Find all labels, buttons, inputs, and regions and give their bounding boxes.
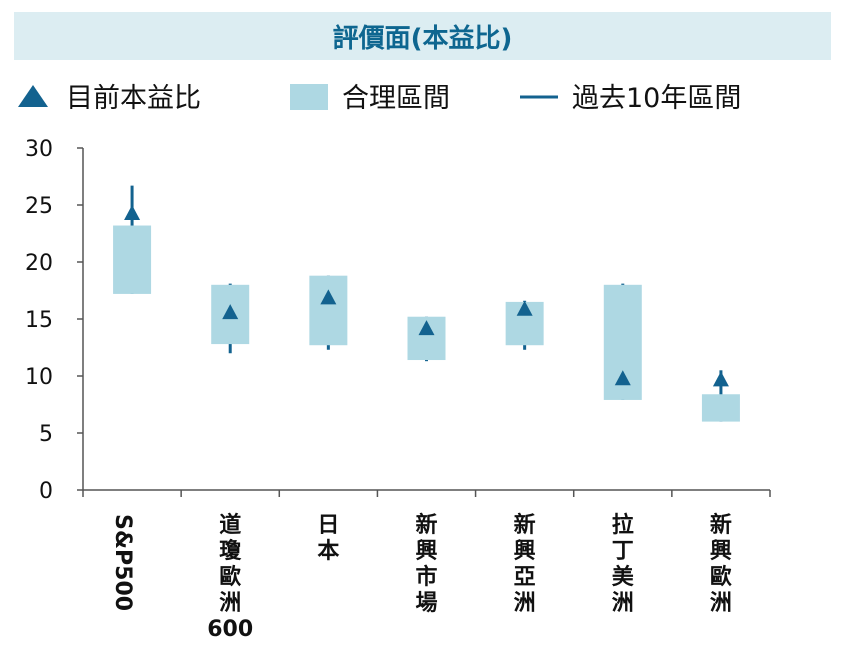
y-tick-label: 20	[25, 251, 53, 276]
x-category-label: 日本	[317, 513, 339, 564]
x-category-label: 新興亞洲	[514, 512, 536, 616]
fair-range-bar	[113, 225, 152, 294]
x-category-label: 拉丁美洲	[612, 512, 635, 616]
y-tick-label: 15	[25, 308, 53, 333]
chart-title: 評價面(本益比)	[332, 23, 513, 54]
y-tick-label: 25	[25, 194, 53, 219]
y-tick-label: 30	[25, 137, 53, 162]
x-category-label: 新興歐洲	[710, 512, 732, 616]
y-tick-label: 0	[39, 479, 53, 504]
current-pe-marker	[222, 304, 239, 320]
chart-title-bar: 評價面(本益比)	[14, 12, 831, 60]
current-pe-marker	[614, 370, 631, 386]
legend-box-icon	[290, 84, 328, 110]
legend-label: 過去10年區間	[572, 83, 741, 114]
y-tick-label: 5	[39, 422, 53, 447]
current-pe-marker	[124, 204, 141, 220]
current-pe-marker	[320, 289, 337, 305]
x-category-label: S&P500	[110, 514, 135, 611]
legend-label: 合理區間	[342, 83, 450, 114]
legend-triangle-icon	[18, 85, 48, 107]
fair-range-bar	[309, 275, 348, 346]
current-pe-marker	[418, 320, 435, 336]
x-category-label: 新興市場	[415, 512, 437, 616]
x-category-label: 道瓊歐洲 600	[207, 512, 253, 642]
y-tick-label: 10	[25, 365, 53, 390]
fair-range-bar	[701, 394, 740, 422]
current-pe-marker	[516, 300, 533, 316]
legend-label: 目前本益比	[66, 83, 201, 114]
current-pe-marker	[712, 371, 729, 387]
